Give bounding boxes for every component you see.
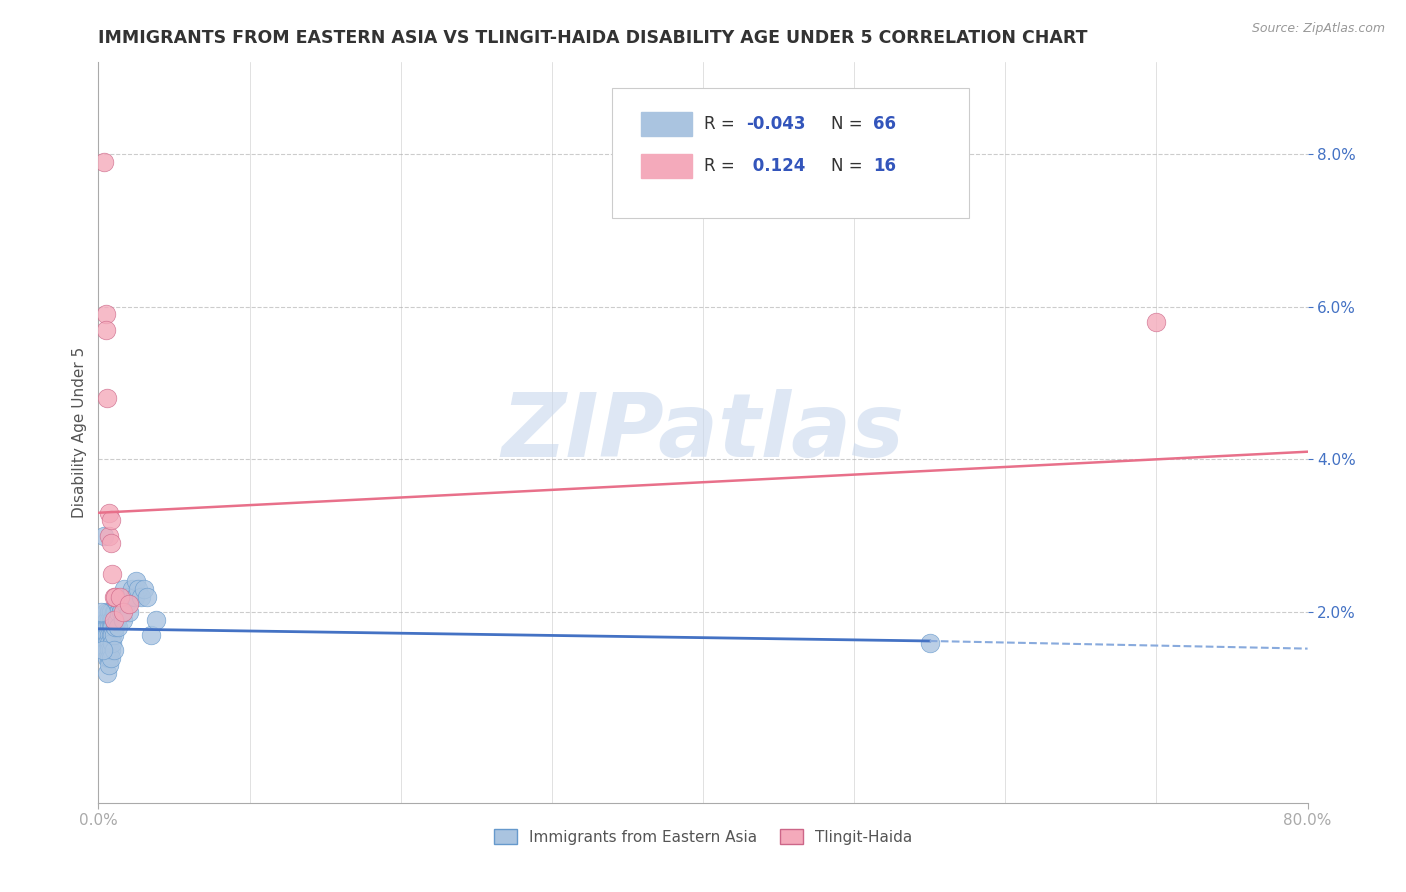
FancyBboxPatch shape [641,112,692,136]
Point [132,582,155,596]
Point [90,620,112,634]
Point [104,605,127,619]
Point [96,613,118,627]
Point [98,605,121,619]
Point [98,529,121,543]
Point [108,590,131,604]
Point [94,307,117,321]
Point [91,643,114,657]
Text: N =: N = [831,115,868,133]
Text: IMMIGRANTS FROM EASTERN ASIA VS TLINGIT-HAIDA DISABILITY AGE UNDER 5 CORRELATION: IMMIGRANTS FROM EASTERN ASIA VS TLINGIT-… [98,29,1088,47]
Point [111,613,134,627]
Point [93,620,115,634]
Point [135,590,157,604]
Point [98,643,121,657]
Point [93,529,115,543]
Point [103,613,125,627]
Text: 0.124: 0.124 [747,157,804,175]
Point [100,643,122,657]
Point [918,635,941,649]
Point [90,605,112,619]
Point [98,658,121,673]
Point [103,613,125,627]
Point [100,605,122,619]
Point [100,650,122,665]
FancyBboxPatch shape [613,88,969,218]
Point [98,628,121,642]
Point [98,635,121,649]
Point [124,590,146,604]
Point [105,613,128,627]
Point [100,628,122,642]
Point [107,605,129,619]
Point [103,643,125,657]
Text: Source: ZipAtlas.com: Source: ZipAtlas.com [1251,22,1385,36]
Point [118,605,141,619]
Point [94,322,117,336]
Point [100,536,122,550]
Point [145,613,167,627]
Point [141,628,163,642]
Point [120,590,142,604]
Point [105,598,128,612]
Point [91,613,114,627]
Point [114,598,136,612]
Point [127,582,149,596]
Y-axis label: Disability Age Under 5: Disability Age Under 5 [72,347,87,518]
Point [94,605,117,619]
Point [104,620,127,634]
Point [112,582,135,596]
Point [96,650,118,665]
Point [101,628,124,642]
Point [101,566,124,581]
Point [101,635,124,649]
Point [111,590,134,604]
Text: 16: 16 [873,157,897,175]
Point [115,590,138,604]
Point [96,635,118,649]
Legend: Immigrants from Eastern Asia, Tlingit-Haida: Immigrants from Eastern Asia, Tlingit-Ha… [488,822,918,851]
Point [100,613,122,627]
Point [110,605,132,619]
Point [98,620,121,634]
Point [93,154,115,169]
Point [100,620,122,634]
Point [98,650,121,665]
Text: 66: 66 [873,115,897,133]
Point [108,598,131,612]
Point [125,574,148,589]
Point [101,620,124,634]
Text: R =: R = [704,115,740,133]
Point [94,628,117,642]
Point [91,635,114,649]
Point [100,513,122,527]
Point [96,391,118,405]
Text: -0.043: -0.043 [747,115,806,133]
Point [103,605,125,619]
Point [98,613,121,627]
Point [94,643,117,657]
Text: N =: N = [831,157,868,175]
Point [96,666,118,681]
Point [96,620,118,634]
Point [96,628,118,642]
Point [1144,315,1167,329]
Point [94,635,117,649]
Point [129,590,152,604]
Point [103,590,125,604]
Point [101,613,124,627]
Text: ZIPatlas: ZIPatlas [502,389,904,476]
Point [104,590,127,604]
Point [118,598,141,612]
Point [107,620,129,634]
Point [98,506,121,520]
Point [103,628,125,642]
Point [93,635,115,649]
Point [111,605,134,619]
Text: R =: R = [704,157,740,175]
FancyBboxPatch shape [641,154,692,178]
Point [94,620,117,634]
Point [121,582,143,596]
Point [96,643,118,657]
